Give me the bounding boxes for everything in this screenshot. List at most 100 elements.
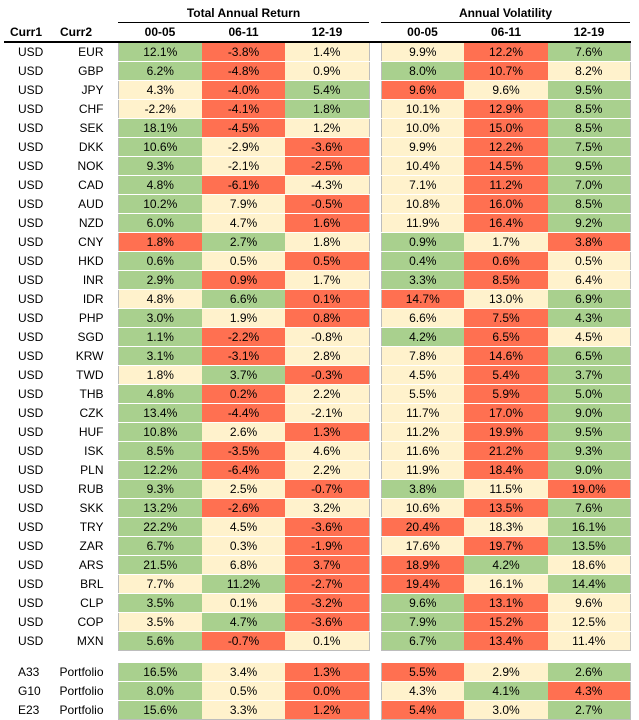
return-value-cell: 13.2%: [117, 498, 202, 518]
return-value-cell: -3.6%: [285, 612, 370, 632]
volatility-value-cell: 10.1%: [380, 99, 464, 119]
volatility-value-cell: 19.4%: [380, 574, 464, 594]
volatility-value-cell: 9.5%: [548, 80, 631, 100]
volatility-value-cell: 5.5%: [380, 384, 464, 404]
curr2-cell: AUD: [78, 197, 104, 211]
curr1-cell: USD: [18, 273, 44, 287]
table-row: USD CNY 1.8% 2.7% 1.8% 0.9% 1.7% 3.8%: [4, 232, 631, 252]
volatility-value-cell: 7.0%: [548, 175, 631, 195]
volatility-value-cell: 3.8%: [548, 232, 631, 252]
volatility-value-cell: 3.8%: [380, 479, 464, 499]
return-value-cell: 10.2%: [117, 194, 202, 214]
volatility-value-cell: 10.6%: [380, 498, 464, 518]
return-value-cell: -4.8%: [202, 61, 285, 81]
return-value-cell: -4.0%: [202, 80, 285, 100]
volatility-value-cell: 18.6%: [548, 555, 631, 575]
return-value-cell: 1.2%: [285, 118, 370, 138]
volatility-value-cell: 21.2%: [464, 441, 548, 461]
return-value-cell: 0.1%: [202, 593, 285, 613]
volatility-value-cell: 14.4%: [548, 574, 631, 594]
curr1-cell: USD: [18, 216, 44, 230]
table-row: USD KRW 3.1% -3.1% 2.8% 7.8% 14.6% 6.5%: [4, 346, 631, 366]
return-value-cell: 3.7%: [202, 365, 285, 385]
volatility-value-cell: 7.6%: [548, 498, 631, 518]
curr2-header: Curr2: [54, 22, 118, 43]
curr2-cell: ISK: [84, 444, 104, 458]
return-value-cell: 9.3%: [117, 156, 202, 176]
return-value-cell: 0.5%: [202, 681, 285, 701]
return-value-cell: 2.2%: [285, 460, 370, 480]
volatility-value-cell: 14.5%: [464, 156, 548, 176]
curr1-cell: USD: [18, 577, 44, 591]
curr1-cell: USD: [18, 330, 44, 344]
return-value-cell: 0.5%: [285, 251, 370, 271]
volatility-value-cell: 17.6%: [380, 536, 464, 556]
return-value-cell: 6.8%: [202, 555, 285, 575]
volatility-value-cell: 2.9%: [464, 663, 548, 682]
curr1-cell: USD: [18, 121, 44, 135]
volatility-value-cell: 4.5%: [548, 327, 631, 347]
volatility-value-cell: 10.4%: [380, 156, 464, 176]
return-value-cell: 2.5%: [202, 479, 285, 499]
return-value-cell: -6.4%: [202, 460, 285, 480]
curr1-cell: USD: [18, 463, 44, 477]
curr2-cell: ARS: [78, 558, 104, 572]
curr2-cell: PHP: [78, 311, 104, 325]
return-value-cell: -0.7%: [285, 479, 370, 499]
return-value-cell: 12.2%: [117, 460, 202, 480]
volatility-value-cell: 6.4%: [548, 270, 631, 290]
return-value-cell: 0.3%: [202, 536, 285, 556]
portfolio-row: A33 Portfolio 16.5% 3.4% 1.3% 5.5% 2.9% 2.6%: [4, 663, 631, 682]
table-row: USD TRY 22.2% 4.5% -3.6% 20.4% 18.3% 16.1%: [4, 517, 631, 537]
return-value-cell: 4.7%: [202, 213, 285, 233]
return-value-cell: -2.5%: [285, 156, 370, 176]
table-row: USD ZAR 6.7% 0.3% -1.9% 17.6% 19.7% 13.5%: [4, 536, 631, 556]
table-row: USD AUD 10.2% 7.9% -0.5% 10.8% 16.0% 8.5%: [4, 194, 631, 214]
volatility-value-cell: 13.0%: [464, 289, 548, 309]
volatility-value-cell: 3.0%: [464, 700, 548, 720]
return-value-cell: 1.8%: [117, 365, 202, 385]
volatility-value-cell: 4.5%: [380, 365, 464, 385]
volatility-value-cell: 20.4%: [380, 517, 464, 537]
volatility-value-cell: 10.8%: [380, 194, 464, 214]
curr1-cell: A33: [18, 665, 40, 680]
volatility-value-cell: 4.3%: [548, 681, 631, 701]
volatility-value-cell: 9.9%: [380, 42, 464, 62]
volatility-value-cell: 8.0%: [380, 61, 464, 81]
return-value-cell: -4.4%: [202, 403, 285, 423]
curr1-cell: USD: [18, 406, 44, 420]
return-value-cell: 3.4%: [202, 663, 285, 682]
return-value-cell: 2.2%: [285, 384, 370, 404]
curr2-cell: SEK: [79, 121, 104, 135]
curr2-cell: RUB: [78, 482, 104, 496]
volatility-value-cell: 13.5%: [548, 536, 631, 556]
curr2-cell: TRY: [79, 520, 104, 534]
curr2-cell: THB: [79, 387, 104, 401]
volatility-value-cell: 6.9%: [548, 289, 631, 309]
volatility-value-cell: 9.2%: [548, 213, 631, 233]
curr1-cell: USD: [18, 197, 44, 211]
section-spacer: [4, 651, 630, 664]
curr2-cell: GBP: [78, 64, 104, 78]
curr2-cell: CNY: [78, 235, 104, 249]
volatility-value-cell: 6.5%: [464, 327, 548, 347]
curr1-cell: USD: [18, 64, 44, 78]
curr1-cell: USD: [18, 634, 44, 648]
volatility-value-cell: 16.1%: [548, 517, 631, 537]
curr2-cell: MXN: [76, 634, 104, 648]
table-row: USD INR 2.9% 0.9% 1.7% 3.3% 8.5% 6.4%: [4, 270, 631, 290]
return-value-cell: -2.2%: [202, 327, 285, 347]
curr1-cell: USD: [18, 615, 44, 629]
curr2-cell: EUR: [78, 45, 104, 60]
return-value-cell: 4.8%: [117, 289, 202, 309]
return-value-cell: 1.8%: [285, 232, 370, 252]
return-value-cell: 6.7%: [117, 536, 202, 556]
return-value-cell: 3.1%: [117, 346, 202, 366]
table-row: USD ARS 21.5% 6.8% 3.7% 18.9% 4.2% 18.6%: [4, 555, 631, 575]
return-value-cell: 4.6%: [285, 441, 370, 461]
volatility-value-cell: 5.4%: [464, 365, 548, 385]
curr1-cell: USD: [18, 311, 44, 325]
volatility-value-cell: 5.9%: [464, 384, 548, 404]
volatility-value-cell: 11.4%: [548, 631, 631, 651]
volatility-value-cell: 7.5%: [464, 308, 548, 328]
